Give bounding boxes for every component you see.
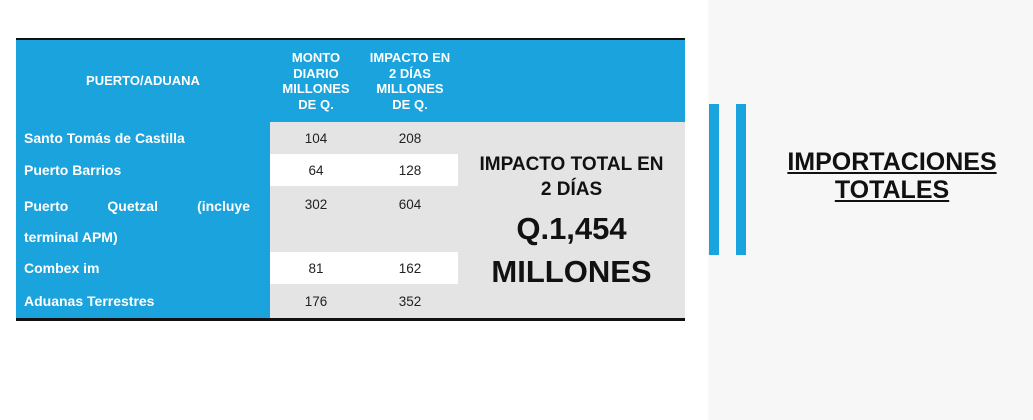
accent-bar <box>709 104 719 255</box>
row-name: Combex im <box>16 252 270 284</box>
row-name: Puerto Quetzal (incluye terminal APM) <box>16 186 270 252</box>
row-name: Santo Tomás de Castilla <box>16 122 270 154</box>
table-row: Combex im 81 162 <box>16 252 458 284</box>
side-title: IMPORTACIONES TOTALES <box>787 148 997 204</box>
row-daily-value: 81 <box>270 252 362 284</box>
row-impact-value: 128 <box>362 154 458 186</box>
total-impact-unit: MILLONES <box>491 254 652 289</box>
header-blank <box>458 38 685 122</box>
row-name: Aduanas Terrestres <box>16 284 270 318</box>
table-row: Santo Tomás de Castilla 104 208 <box>16 122 458 154</box>
total-impact-amount: Q.1,454 <box>516 211 627 246</box>
total-impact-box: IMPACTO TOTAL EN 2 DÍAS Q.1,454 MILLONES <box>458 122 685 318</box>
table-row: Puerto Barrios 64 128 <box>16 154 458 186</box>
row-impact-value: 208 <box>362 122 458 154</box>
row-daily-value: 64 <box>270 154 362 186</box>
accent-bar <box>736 104 746 255</box>
row-impact-value: 352 <box>362 284 458 318</box>
table-row: Aduanas Terrestres 176 352 <box>16 284 458 318</box>
row-impact-value: 604 <box>362 186 458 252</box>
header-port: PUERTO/ADUANA <box>16 38 270 122</box>
row-daily-value: 302 <box>270 186 362 252</box>
row-daily-value: 176 <box>270 284 362 318</box>
import-impact-table: PUERTO/ADUANA MONTO DIARIO MILLONES DE Q… <box>16 38 685 321</box>
row-name: Puerto Barrios <box>16 154 270 186</box>
table-row: Puerto Quetzal (incluye terminal APM) 30… <box>16 186 458 252</box>
header-two-day-impact: IMPACTO EN 2 DÍAS MILLONES DE Q. <box>362 38 458 122</box>
total-impact-title: IMPACTO TOTAL EN 2 DÍAS <box>479 154 664 200</box>
right-panel-background <box>708 0 1033 420</box>
row-impact-value: 162 <box>362 252 458 284</box>
header-daily-amount: MONTO DIARIO MILLONES DE Q. <box>270 38 362 122</box>
row-daily-value: 104 <box>270 122 362 154</box>
